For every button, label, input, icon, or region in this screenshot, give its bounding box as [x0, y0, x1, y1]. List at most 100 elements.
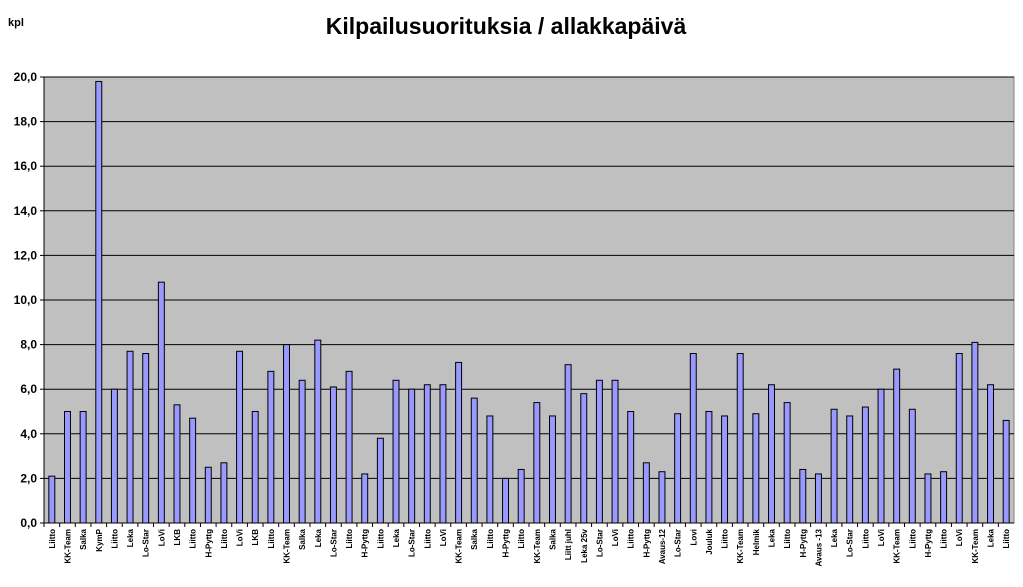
- x-tick-label: KK-Team: [533, 529, 542, 564]
- bar: [517, 468, 525, 524]
- bar: [439, 384, 447, 524]
- x-tick-label: LKB: [251, 529, 260, 546]
- x-tick-label: KK-Team: [893, 529, 902, 564]
- y-tick-label: 6,0: [20, 382, 37, 396]
- x-tick-label: LoVi: [157, 529, 166, 546]
- x-tick-label: Liitto: [267, 529, 276, 549]
- bar: [564, 364, 572, 524]
- x-tick-label: Liitto: [721, 529, 730, 549]
- bar: [987, 384, 995, 524]
- bar: [721, 415, 729, 524]
- bar: [298, 379, 306, 524]
- y-tick-label: 14,0: [14, 204, 38, 218]
- bar: [533, 402, 541, 524]
- bar: [423, 384, 431, 524]
- x-tick-label: Salka: [470, 528, 479, 549]
- x-tick-label: Lo-Star: [595, 529, 604, 557]
- x-tick-label: H-Pyttg: [502, 529, 511, 558]
- x-tick-label: Salka: [79, 528, 88, 549]
- y-tick-label: 10,0: [14, 293, 38, 307]
- bar: [376, 437, 384, 524]
- x-tick-label: Avaus -13: [814, 528, 823, 566]
- bar: [345, 370, 353, 524]
- x-tick-label: Liitto: [189, 529, 198, 549]
- x-tick-label: Liitto: [861, 529, 870, 549]
- bar: [908, 408, 916, 524]
- bar: [689, 353, 697, 524]
- y-tick-label: 0,0: [20, 516, 37, 530]
- x-tick-label: Liitto: [220, 529, 229, 549]
- bar: [142, 353, 150, 524]
- x-tick-label: Helmik: [752, 528, 761, 555]
- x-tick-label: Leka: [126, 528, 135, 547]
- bar: [877, 388, 885, 524]
- bar: [79, 411, 87, 524]
- axes: [40, 76, 1014, 527]
- bar: [799, 468, 807, 524]
- x-tick-label: Liitto: [627, 529, 636, 549]
- x-tick-label: Liitto: [908, 529, 917, 549]
- x-tick-label: Liitto: [110, 529, 119, 549]
- x-tick-label: Leka: [830, 528, 839, 547]
- y-tick-label: 20,0: [14, 70, 38, 84]
- bar: [971, 341, 979, 524]
- bar: [392, 379, 400, 524]
- bar: [204, 466, 212, 524]
- bar: [408, 388, 416, 524]
- bar: [611, 379, 619, 524]
- x-tick-label: Liitto: [486, 529, 495, 549]
- x-tick-label: Liitto: [517, 529, 526, 549]
- bar: [736, 353, 744, 524]
- x-tick-label: Leka: [768, 528, 777, 547]
- x-tick-label: LoVi: [877, 529, 886, 546]
- bar: [674, 413, 682, 524]
- bar: [940, 471, 948, 524]
- chart-title: Kilpailusuorituksia / allakkapäivä: [326, 13, 687, 39]
- bar: [658, 471, 666, 524]
- x-tick-label: LoVi: [955, 529, 964, 546]
- bar: [126, 350, 134, 524]
- x-tick-label: H-Pyttg: [924, 529, 933, 558]
- x-tick-label: Salka: [298, 528, 307, 549]
- x-tick-label: Lo-Star: [408, 529, 417, 557]
- bar: [783, 402, 791, 524]
- bar: [627, 411, 635, 524]
- x-tick-label: H-Pyttg: [642, 529, 651, 558]
- bar: [251, 411, 259, 524]
- bar: [595, 379, 603, 524]
- y-tick-label: 18,0: [14, 115, 38, 129]
- y-tick-label: 2,0: [20, 471, 37, 485]
- bar: [267, 370, 275, 524]
- x-tick-label: KK-Team: [283, 529, 292, 564]
- bar: [173, 404, 181, 524]
- bar: [64, 411, 71, 524]
- bar: [1002, 419, 1010, 524]
- x-tick-label: Liitto: [376, 529, 385, 549]
- x-tick-label: LoVi: [439, 529, 448, 546]
- x-tick-label: Avaus-12: [658, 528, 667, 564]
- x-tick-label: H-Pyttg: [361, 529, 370, 558]
- x-tick-label: Lo-Star: [142, 529, 151, 557]
- x-tick-label: Lo-Star: [674, 529, 683, 557]
- x-tick-label: KK-Team: [736, 529, 745, 564]
- bar: [502, 477, 510, 524]
- x-tick-label: Lovi: [689, 529, 698, 545]
- x-tick-label: KymP: [95, 528, 104, 551]
- x-tick-label: Liitto: [940, 529, 949, 549]
- bar: [861, 406, 869, 524]
- x-tick-label: LKB: [173, 529, 182, 546]
- bar: [48, 475, 56, 524]
- x-tick-label: Liitto: [423, 529, 432, 549]
- bar: [924, 473, 932, 524]
- x-tick-label: Liitto: [345, 529, 354, 549]
- bar: [329, 386, 337, 524]
- x-tick-label: Salka: [548, 528, 557, 549]
- x-tick-label: Liitt juhl: [564, 529, 573, 560]
- bar: [955, 353, 963, 524]
- x-tick-label: Leka: [987, 528, 996, 547]
- x-tick-label: KK-Team: [971, 529, 980, 564]
- x-tick-label: LoVi: [611, 529, 620, 546]
- bar: [549, 415, 556, 524]
- y-tick-label: 12,0: [14, 248, 38, 262]
